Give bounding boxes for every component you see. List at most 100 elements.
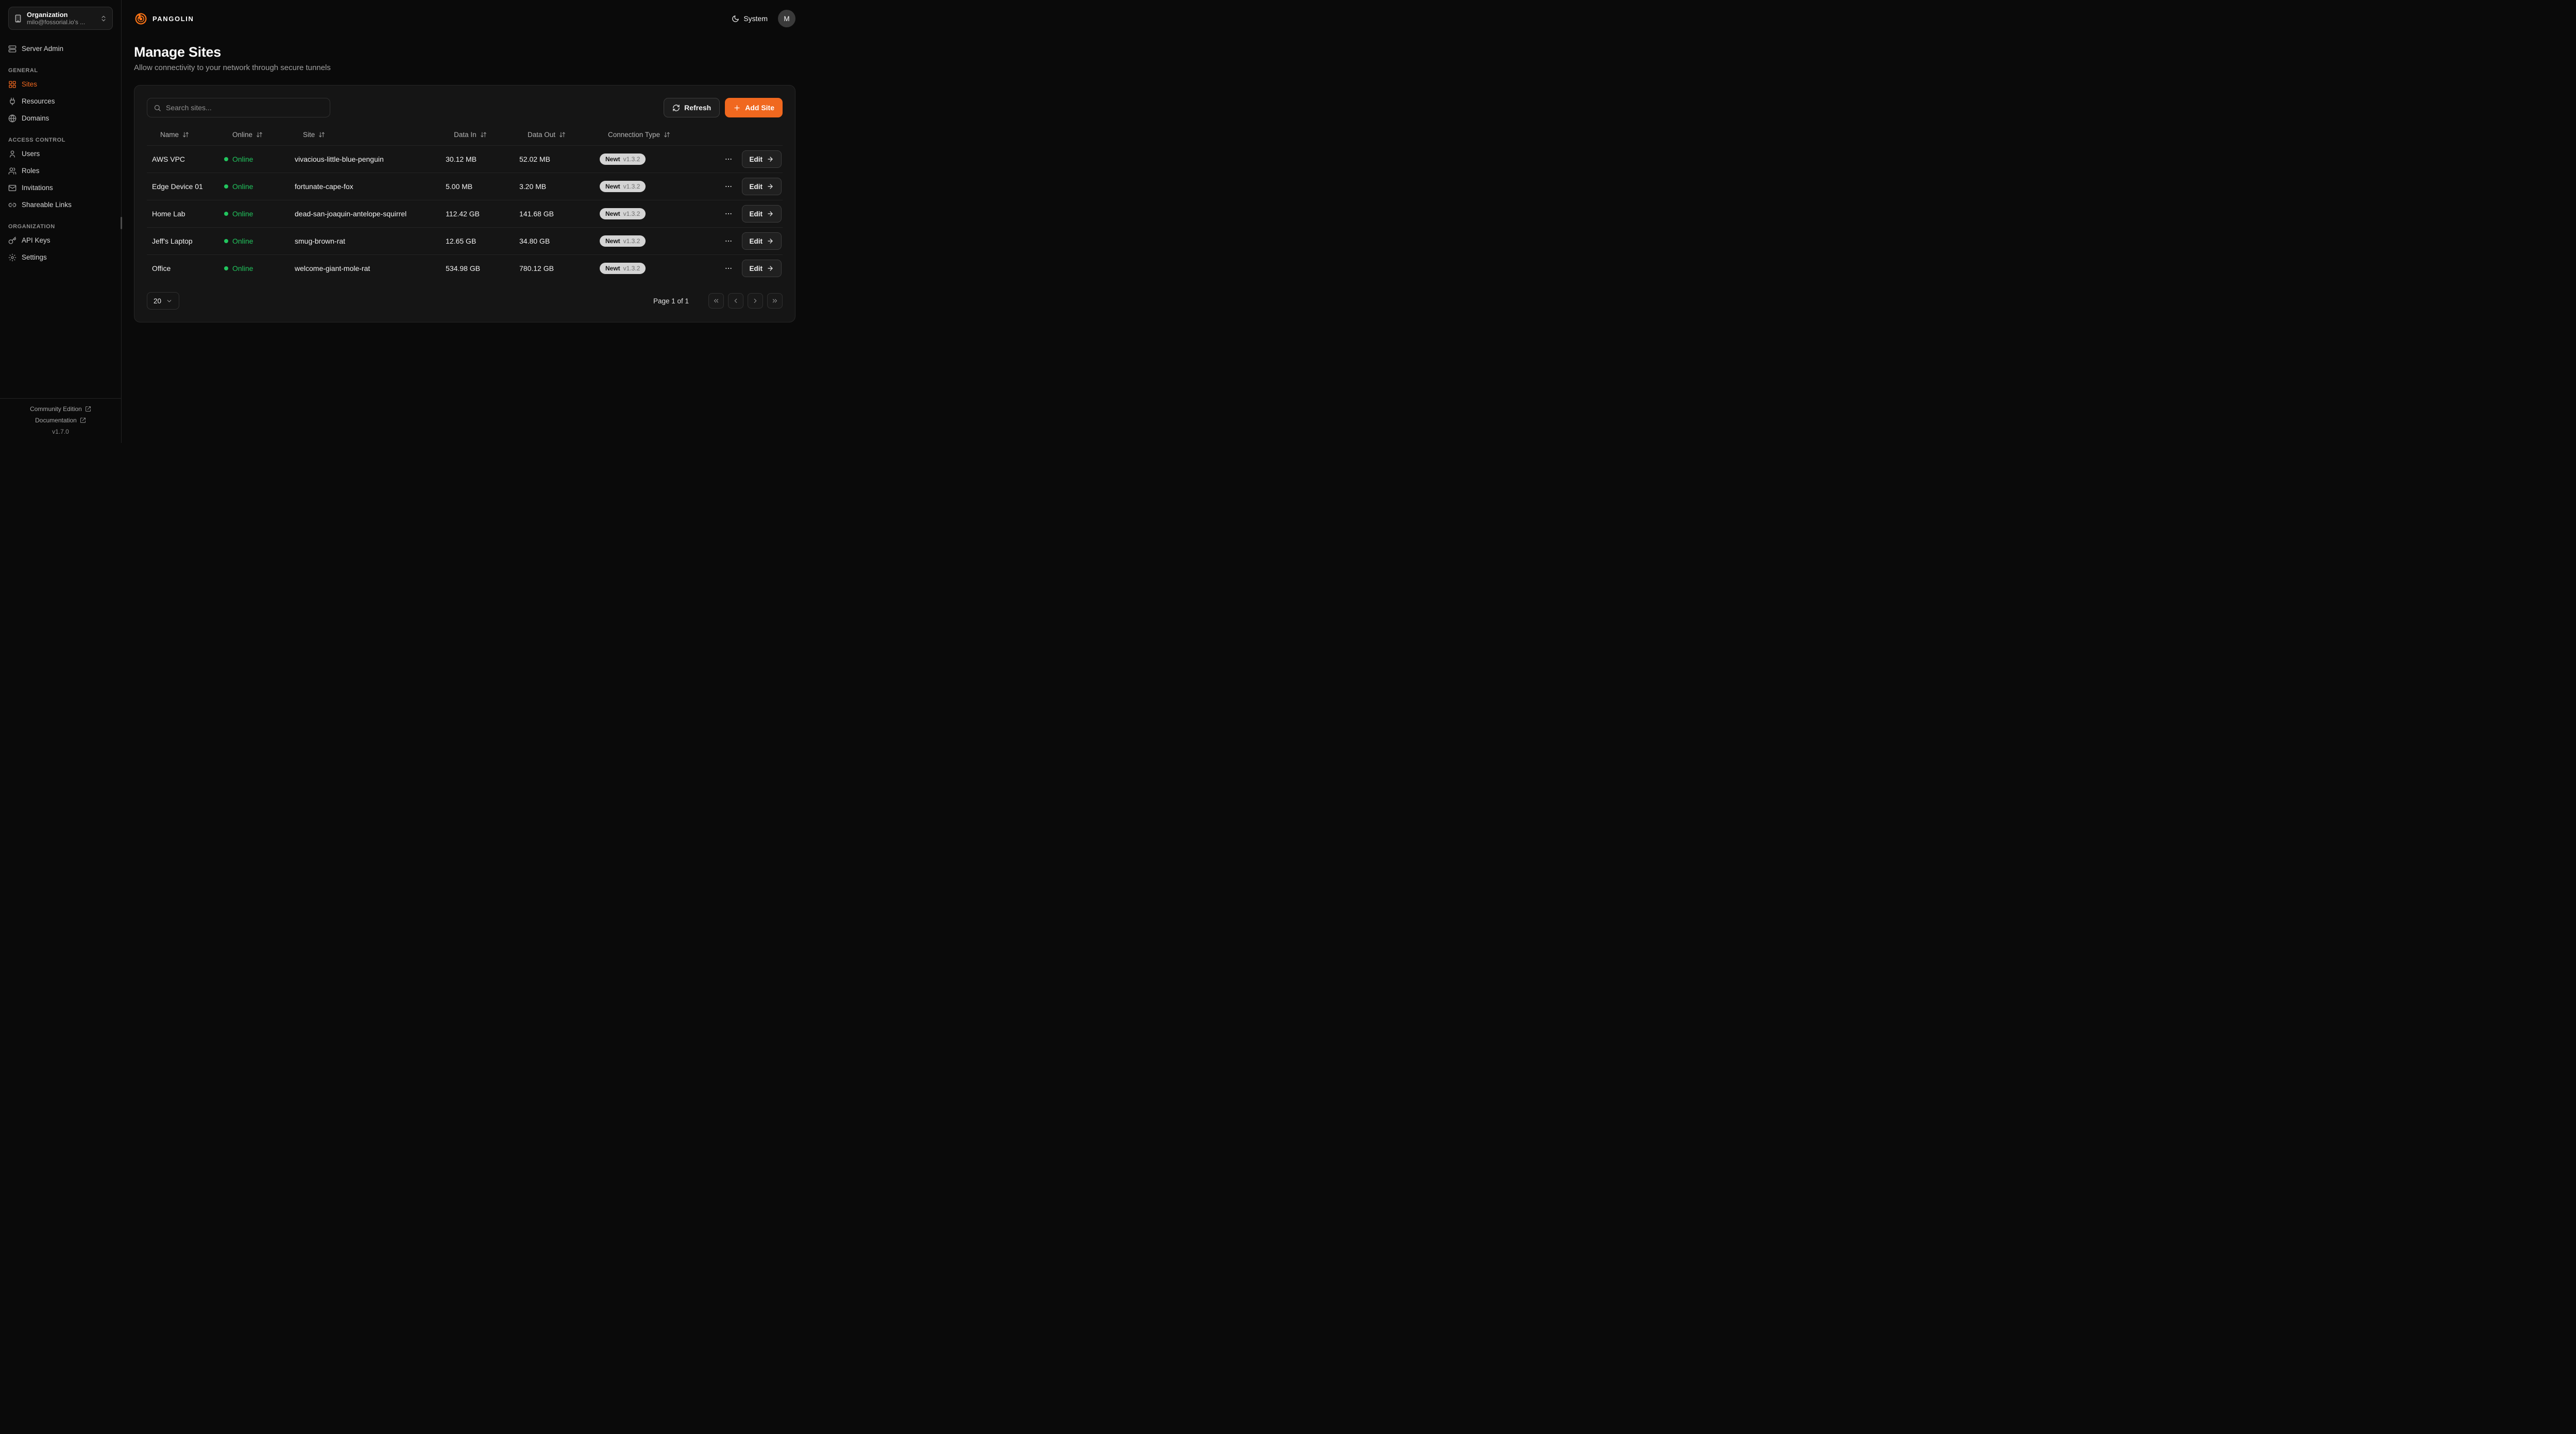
table-row: Jeff's Laptop Online smug-brown-rat 12.6…: [147, 227, 783, 254]
online-dot-icon: [224, 184, 228, 189]
edit-button[interactable]: Edit: [741, 150, 782, 168]
edit-label: Edit: [749, 210, 763, 218]
site-online-cell: Online: [219, 237, 290, 245]
sidebar-item-label: API Keys: [22, 236, 50, 244]
page-size-select[interactable]: 20: [147, 292, 180, 310]
edit-button[interactable]: Edit: [741, 178, 782, 195]
sort-icon[interactable]: [318, 131, 325, 138]
row-menu-button[interactable]: [722, 235, 735, 247]
row-actions-cell: Edit: [713, 150, 783, 168]
toolbar-actions: Refresh Add Site: [664, 98, 783, 117]
avatar[interactable]: M: [778, 10, 795, 27]
sidebar-item-users[interactable]: Users: [8, 145, 113, 162]
sidebar-item-server-admin[interactable]: Server Admin: [8, 40, 113, 57]
row-menu-button[interactable]: [722, 180, 735, 193]
section-label-general: GENERAL: [8, 67, 38, 74]
sort-icon[interactable]: [256, 131, 263, 138]
pagination: Page 1 of 1: [653, 293, 783, 309]
site-tunnel-cell: dead-san-joaquin-antelope-squirrel: [295, 210, 407, 218]
row-actions-cell: Edit: [713, 260, 783, 277]
ellipsis-icon: [724, 264, 733, 272]
sidebar-item-sites[interactable]: Sites: [8, 76, 113, 93]
table-row: Edge Device 01 Online fortunate-cape-fox…: [147, 173, 783, 200]
sidebar-item-settings[interactable]: Settings: [8, 249, 113, 266]
next-page-button[interactable]: [748, 293, 763, 309]
org-picker-subtitle: milo@fossorial.io's ...: [27, 19, 86, 26]
row-menu-button[interactable]: [722, 262, 735, 275]
org-picker-text: Organization milo@fossorial.io's ...: [27, 11, 95, 26]
ellipsis-icon: [724, 182, 733, 191]
site-online-cell: Online: [219, 264, 290, 272]
chevrons-right-icon: [771, 297, 778, 304]
sidebar-item-label: Roles: [22, 167, 40, 175]
site-tunnel-cell: welcome-giant-mole-rat: [295, 264, 370, 272]
sidebar-item-domains[interactable]: Domains: [8, 110, 113, 127]
previous-page-button[interactable]: [728, 293, 743, 309]
online-status-label: Online: [232, 182, 253, 191]
org-picker-title: Organization: [27, 11, 68, 19]
section-label-organization: ORGANIZATION: [8, 224, 55, 230]
key-icon: [8, 236, 16, 245]
data-in-cell: 534.98 GB: [446, 264, 480, 272]
sort-icon[interactable]: [480, 131, 487, 138]
sort-icon[interactable]: [559, 131, 566, 138]
data-in-cell: 12.65 GB: [446, 237, 477, 245]
data-out-cell: 34.80 GB: [519, 237, 550, 245]
connection-version: v1.3.2: [623, 237, 640, 245]
data-out-cell: 3.20 MB: [519, 182, 547, 191]
connection-name: Newt: [605, 210, 620, 217]
edit-button[interactable]: Edit: [741, 232, 782, 250]
sidebar-item-shareable-links[interactable]: Shareable Links: [8, 196, 113, 213]
brand: PANGOLIN: [134, 12, 194, 26]
connection-type-badge: Newt v1.3.2: [600, 153, 646, 165]
sidebar-footer: Community Edition Documentation v1.7.0: [0, 398, 121, 443]
sidebar-item-label: Users: [22, 150, 40, 158]
refresh-label: Refresh: [684, 104, 711, 112]
connection-name: Newt: [605, 237, 620, 245]
add-site-button[interactable]: Add Site: [725, 98, 783, 117]
online-dot-icon: [224, 157, 228, 161]
sidebar-item-api-keys[interactable]: API Keys: [8, 232, 113, 249]
sidebar-item-invitations[interactable]: Invitations: [8, 179, 113, 196]
ellipsis-icon: [724, 237, 733, 245]
sort-icon[interactable]: [182, 131, 189, 138]
search-input[interactable]: [166, 104, 324, 112]
add-site-label: Add Site: [745, 104, 774, 112]
edit-button[interactable]: Edit: [741, 205, 782, 223]
row-actions-cell: Edit: [713, 232, 783, 250]
table-row: Office Online welcome-giant-mole-rat 534…: [147, 254, 783, 282]
sidebar-resize-handle[interactable]: [121, 217, 122, 229]
sites-toolbar: Refresh Add Site: [147, 98, 783, 117]
site-tunnel-cell: fortunate-cape-fox: [295, 182, 353, 191]
online-status-label: Online: [232, 264, 253, 272]
org-picker[interactable]: Organization milo@fossorial.io's ...: [8, 7, 113, 30]
last-page-button[interactable]: [767, 293, 783, 309]
connection-type-cell: Newt v1.3.2: [595, 153, 713, 165]
edit-label: Edit: [749, 182, 763, 191]
chevron-right-icon: [752, 297, 759, 304]
sort-icon[interactable]: [664, 131, 670, 138]
site-online-cell: Online: [219, 182, 290, 191]
row-menu-button[interactable]: [722, 208, 735, 220]
data-out-cell: 141.68 GB: [519, 210, 554, 218]
documentation-link[interactable]: Documentation: [0, 415, 121, 426]
sidebar-item-roles[interactable]: Roles: [8, 162, 113, 179]
refresh-button[interactable]: Refresh: [664, 98, 720, 117]
users-icon: [8, 167, 16, 175]
arrow-right-icon: [767, 265, 774, 272]
sidebar: Organization milo@fossorial.io's ... Ser…: [0, 0, 122, 443]
edit-button[interactable]: Edit: [741, 260, 782, 277]
theme-toggle[interactable]: System: [732, 14, 768, 23]
row-menu-button[interactable]: [722, 153, 735, 165]
sidebar-item-resources[interactable]: Resources: [8, 93, 113, 110]
site-name-cell: Office: [152, 264, 171, 272]
connection-type-cell: Newt v1.3.2: [595, 263, 713, 274]
data-in-cell: 5.00 MB: [446, 182, 473, 191]
brand-name: PANGOLIN: [152, 14, 194, 23]
connection-type-cell: Newt v1.3.2: [595, 235, 713, 247]
first-page-button[interactable]: [708, 293, 724, 309]
community-edition-link[interactable]: Community Edition: [0, 403, 121, 415]
connection-version: v1.3.2: [623, 210, 640, 217]
search-box: [147, 98, 330, 117]
refresh-icon: [672, 104, 680, 112]
